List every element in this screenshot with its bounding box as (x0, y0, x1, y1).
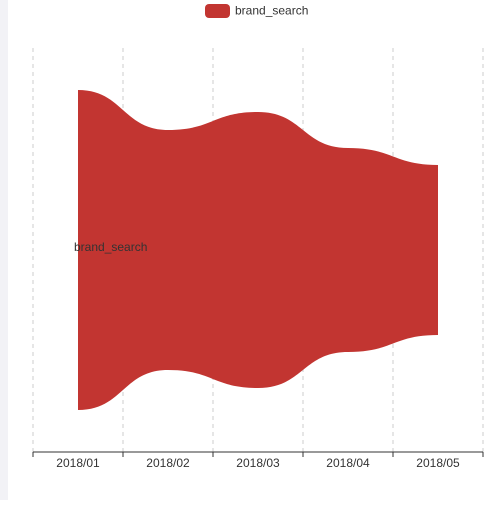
x-tick-label: 2018/04 (326, 456, 370, 470)
x-tick-label: 2018/03 (236, 456, 280, 470)
series-label: brand_search (74, 240, 147, 254)
x-tick-label: 2018/02 (146, 456, 190, 470)
stream-area (78, 90, 438, 410)
x-tick-label: 2018/01 (56, 456, 100, 470)
side-strip (0, 0, 8, 500)
legend-swatch[interactable] (205, 4, 230, 18)
legend-label[interactable]: brand_search (235, 4, 308, 18)
x-tick-label: 2018/05 (416, 456, 460, 470)
